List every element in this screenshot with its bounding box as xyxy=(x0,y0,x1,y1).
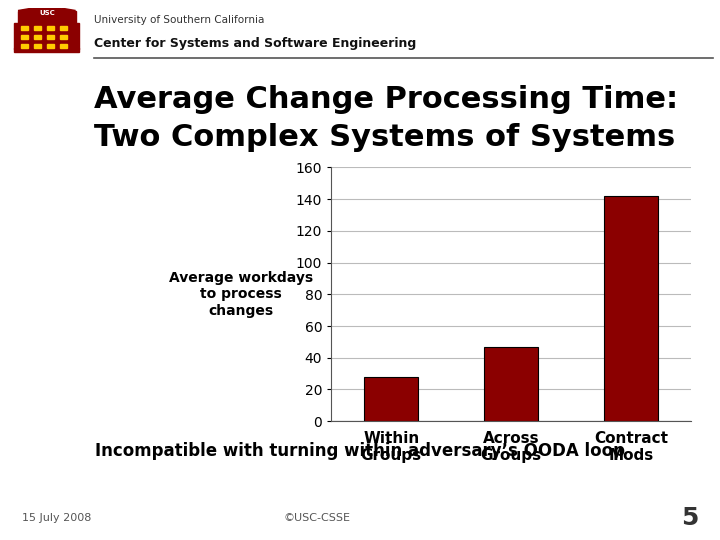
Text: 15 July 2008: 15 July 2008 xyxy=(22,514,91,523)
Bar xyxy=(47,26,54,30)
Text: Incompatible with turning within adversary’s OODA loop: Incompatible with turning within adversa… xyxy=(95,442,625,460)
Text: Average workdays
to process
changes: Average workdays to process changes xyxy=(169,271,313,318)
Polygon shape xyxy=(18,10,76,23)
Bar xyxy=(604,196,658,421)
Bar xyxy=(60,26,67,30)
Bar xyxy=(331,421,691,434)
Bar xyxy=(14,49,79,52)
Text: Two Complex Systems of Systems: Two Complex Systems of Systems xyxy=(94,123,675,152)
Bar xyxy=(60,44,67,48)
Bar xyxy=(21,44,28,48)
Bar xyxy=(34,26,41,30)
Bar xyxy=(34,44,41,48)
Bar xyxy=(484,347,538,421)
Bar xyxy=(21,26,28,30)
Bar xyxy=(364,377,418,421)
Bar xyxy=(34,35,41,39)
Bar xyxy=(14,23,79,49)
Text: ©USC-CSSE: ©USC-CSSE xyxy=(283,514,351,523)
Bar xyxy=(47,44,54,48)
Text: Average Change Processing Time:: Average Change Processing Time: xyxy=(94,85,678,114)
Text: Center for Systems and Software Engineering: Center for Systems and Software Engineer… xyxy=(94,37,416,50)
Text: 5: 5 xyxy=(681,507,698,530)
Bar xyxy=(21,35,28,39)
Bar xyxy=(47,35,54,39)
Bar xyxy=(60,35,67,39)
Text: University of Southern California: University of Southern California xyxy=(94,15,264,25)
Text: USC: USC xyxy=(39,10,55,16)
Polygon shape xyxy=(18,6,76,10)
